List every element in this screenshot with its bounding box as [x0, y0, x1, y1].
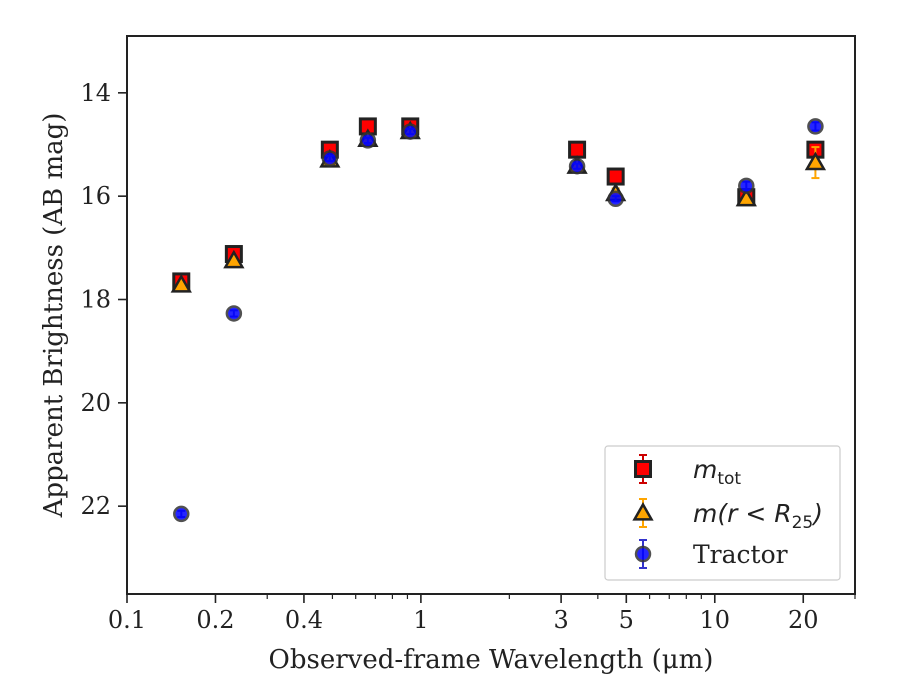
x-tick-label: 5 — [619, 606, 634, 634]
x-tick-label: 1 — [413, 606, 428, 634]
mtot-point — [568, 140, 587, 159]
tractor-point — [225, 305, 243, 322]
tractor-point — [359, 132, 377, 149]
tractor-point — [738, 177, 755, 195]
y-axis-label: Apparent Brightness (AB mag) — [39, 113, 69, 519]
series-tractor — [173, 118, 824, 523]
legend-label: Tractor — [693, 540, 788, 569]
axes-frame — [126, 35, 856, 595]
legend-marker-mtot — [634, 460, 652, 478]
tractor-point — [568, 157, 586, 175]
plot-layer — [170, 117, 827, 523]
y-tick-label: 16 — [80, 182, 111, 210]
mtot-point — [606, 167, 625, 186]
y-tick-label: 14 — [80, 79, 111, 107]
legend-marker-tractor — [634, 545, 652, 563]
legend-label: m(r < R25) — [693, 499, 823, 533]
legend-box — [604, 445, 841, 581]
x-tick-label: 0.4 — [285, 606, 323, 634]
y-tick-label: 20 — [80, 389, 111, 417]
legend-label: mtot — [693, 455, 741, 489]
x-tick-label: 20 — [788, 606, 819, 634]
mr25-point — [735, 187, 757, 207]
mr25-point — [223, 249, 245, 269]
tractor-point — [401, 123, 419, 140]
tractor-point — [173, 505, 190, 523]
series-mr25 — [170, 120, 827, 293]
x-tick-label: 10 — [700, 606, 731, 634]
x-axis-label: Observed-frame Wavelength (μm) — [269, 645, 714, 675]
tractor-point — [607, 190, 624, 207]
tractor-point — [807, 118, 824, 135]
legend-marker-mr25 — [632, 501, 654, 521]
y-tick-label: 18 — [80, 286, 111, 314]
mr25-point — [170, 274, 192, 293]
tractor-point — [321, 150, 339, 167]
legend: mtot m(r < R25) Tractor — [604, 445, 841, 581]
series-mtot — [172, 117, 825, 291]
x-tick-label: 3 — [553, 606, 568, 634]
mr25-point — [804, 151, 827, 171]
x-tick-label: 0.2 — [196, 606, 234, 634]
x-tick-label: 0.1 — [108, 606, 146, 634]
axes-layer: 0.1 0.2 0.4 1 3 5 10 20 14 16 18 20 22 — [80, 35, 856, 634]
y-tick-label: 22 — [80, 492, 111, 520]
